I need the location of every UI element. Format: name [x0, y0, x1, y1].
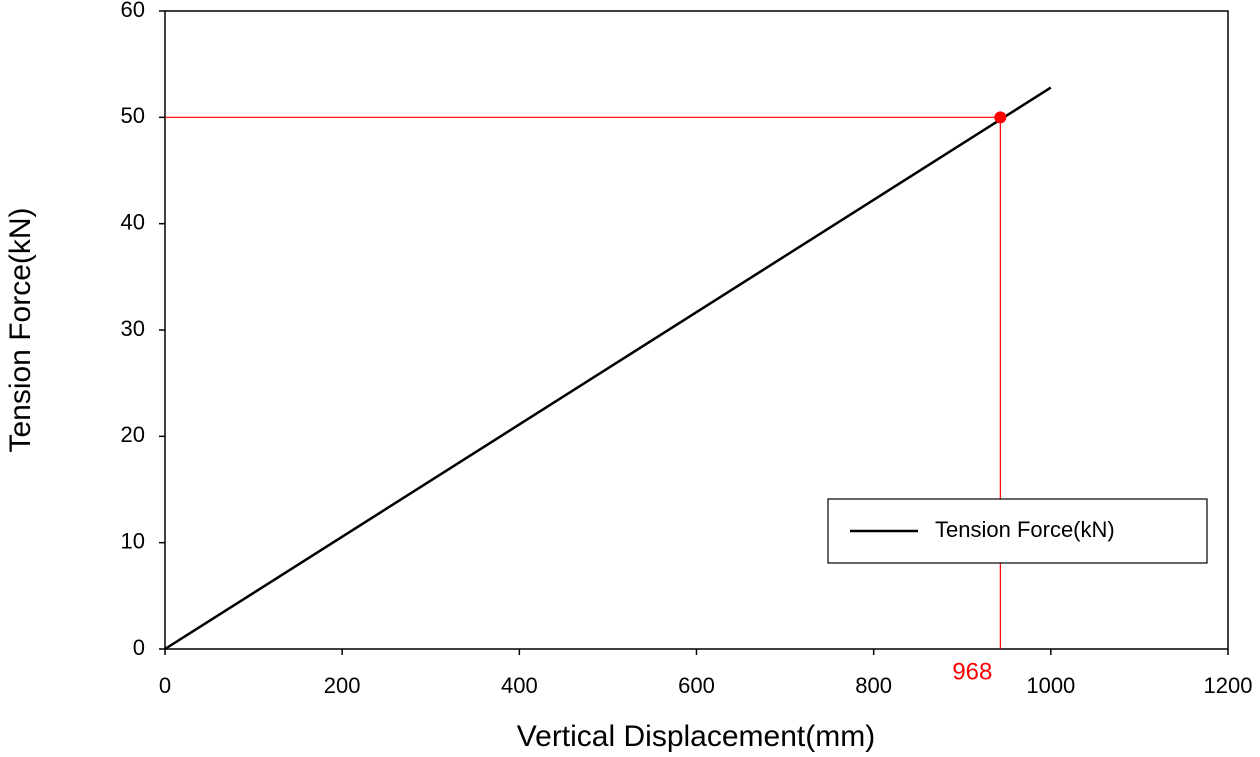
y-tick-label: 60 — [121, 0, 145, 22]
x-tick-label: 0 — [159, 673, 171, 698]
data-line — [164, 86, 1052, 651]
x-tick-label: 400 — [501, 673, 538, 698]
x-tick-label: 800 — [855, 673, 892, 698]
x-tick-label: 1200 — [1204, 673, 1253, 698]
x-axis-title: Vertical Displacement(mm) — [517, 720, 875, 753]
y-tick-label: 40 — [121, 209, 145, 234]
x-tick-label: 200 — [324, 673, 361, 698]
legend-label: Tension Force(kN) — [935, 517, 1115, 542]
y-tick-label: 10 — [121, 528, 145, 553]
y-axis-title: Tension Force(kN) — [4, 207, 37, 452]
y-tick-label: 30 — [121, 316, 145, 341]
y-tick-label: 50 — [121, 103, 145, 128]
marker-label: 968 — [952, 658, 992, 685]
x-tick-label: 600 — [678, 673, 715, 698]
y-tick-label: 20 — [121, 422, 145, 447]
marker-point — [994, 111, 1007, 124]
y-tick-label: 0 — [133, 635, 145, 660]
x-tick-label: 1000 — [1026, 673, 1075, 698]
